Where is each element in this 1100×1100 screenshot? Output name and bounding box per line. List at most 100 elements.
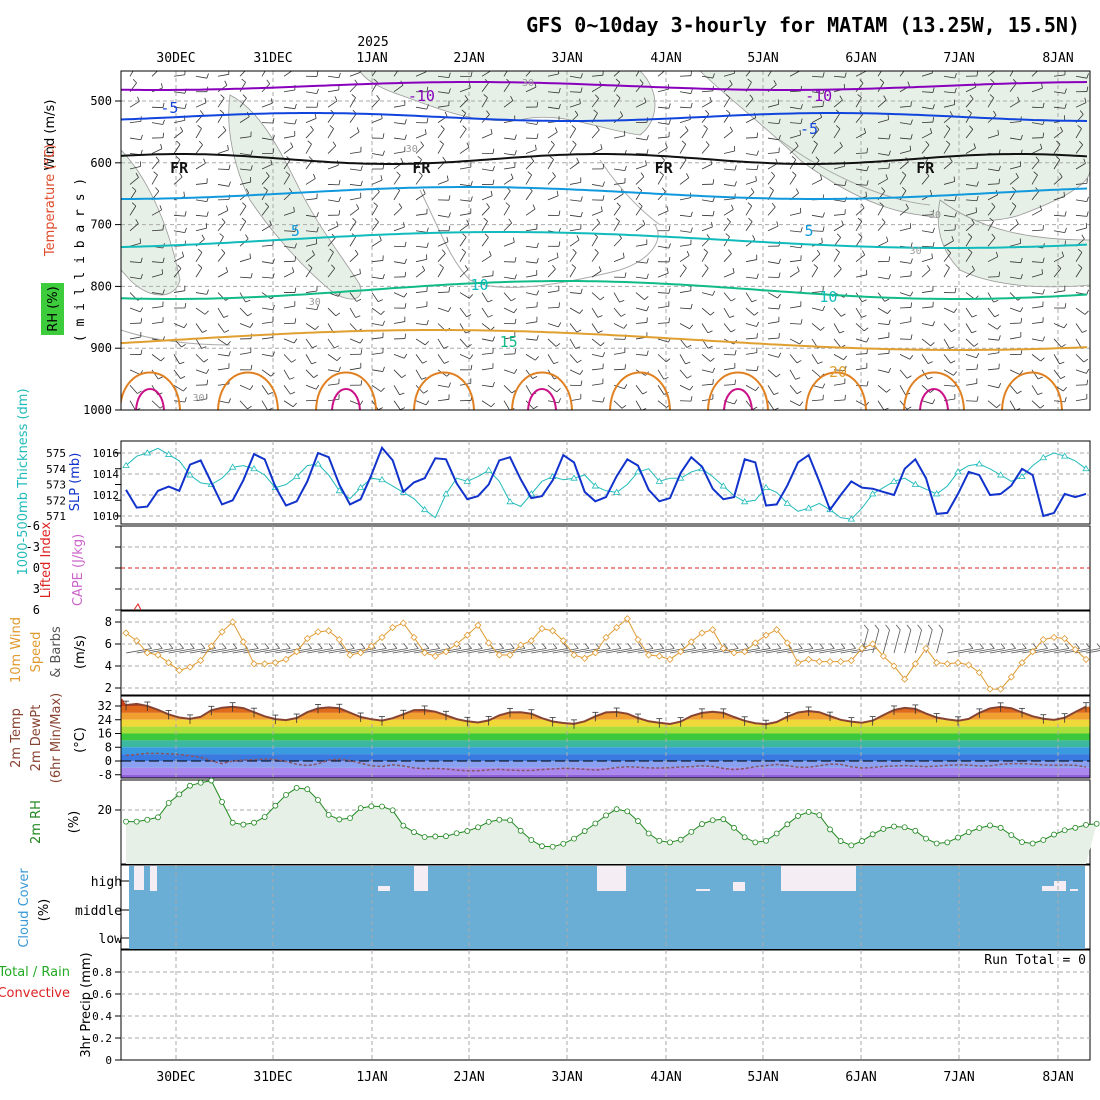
wind-barb	[1009, 121, 1021, 124]
wind-barb	[1053, 354, 1060, 365]
wind-barb	[217, 97, 225, 108]
wind-speed-marker	[570, 651, 578, 659]
wind-barb-flag	[1020, 307, 1024, 312]
wind-barb	[811, 307, 823, 312]
wind-barb-flag	[991, 233, 996, 239]
wind-barb	[811, 267, 819, 278]
rh2m-marker	[485, 818, 492, 825]
wind-barb	[327, 75, 339, 79]
temp-contour-30	[135, 388, 165, 410]
wind-barb	[899, 150, 911, 154]
wind-barb-flag	[424, 340, 429, 346]
wind-barb-flag	[1086, 379, 1088, 385]
wind-speed-marker	[1029, 648, 1037, 656]
wind-barb-flag	[492, 148, 495, 154]
wind-barb	[767, 400, 775, 410]
wind-barb	[459, 269, 469, 278]
wind-barb	[569, 103, 581, 108]
wind-barb	[789, 71, 800, 77]
wind-barb	[877, 71, 882, 77]
wind-barb	[965, 167, 977, 170]
wind-barb-flag	[976, 195, 979, 201]
wind-barb	[437, 180, 449, 185]
rh2m-marker	[667, 839, 673, 846]
rh2m-marker	[763, 837, 769, 844]
wind-barb-flag	[731, 204, 734, 210]
wind-barb	[525, 261, 537, 264]
wind10m-barb-flag	[840, 643, 846, 649]
wind-barb	[613, 292, 620, 303]
lifted-index-tick-label: 3	[33, 582, 40, 596]
wind-barb-flag	[1042, 336, 1045, 342]
wind-barb-flag	[858, 233, 863, 238]
wind-barb-flag	[931, 71, 933, 73]
cloud-axis-label: Cloud Cover	[17, 868, 32, 948]
wind-barb	[965, 129, 974, 139]
wind-barb	[151, 229, 163, 232]
wind-barb-flag	[338, 72, 341, 78]
wind-barb	[525, 208, 536, 216]
wind-barb-flag	[250, 364, 253, 370]
wind-barb-flag	[1064, 88, 1067, 94]
wind10m-barb	[456, 648, 483, 654]
wind-barb	[569, 128, 577, 139]
wind-barb-flag	[932, 209, 934, 215]
wind-barb-flag	[1064, 103, 1067, 109]
wind-barb-flag	[356, 204, 360, 209]
wind-barb	[965, 252, 973, 262]
wind-barb	[811, 354, 819, 364]
wind-barb	[591, 400, 603, 403]
wind-barb-flag	[536, 258, 539, 264]
wind-barb	[349, 71, 361, 77]
wind-barb	[173, 119, 185, 124]
wind10m-barb	[264, 648, 291, 654]
wind-barb-flag	[639, 79, 644, 84]
wind-barb-flag	[863, 327, 869, 332]
wind10m-barb-flag	[1021, 643, 1027, 649]
wind-barb-flag	[199, 110, 204, 115]
rh2m-marker	[795, 813, 801, 819]
wind10m-barb	[765, 648, 792, 654]
bottom-date-label: 31DEC	[253, 1070, 292, 1085]
wind-barb	[965, 307, 973, 318]
wind-barb-flag	[685, 361, 691, 365]
wind-barb-flag	[1064, 303, 1067, 309]
wind-barb	[393, 207, 403, 216]
wind-barb	[305, 307, 317, 311]
wind-barb-flag	[813, 264, 818, 269]
pressure-tick-label: 900	[90, 341, 112, 355]
wind-barb	[547, 144, 555, 154]
wind-barb	[415, 71, 427, 77]
wind-barb-flag	[822, 383, 826, 389]
wind-barb-flag	[998, 165, 1001, 171]
wind-barb-flag	[796, 360, 802, 364]
wind-barb	[613, 257, 625, 263]
wind10m-barb-flag	[1043, 643, 1048, 649]
wind-barb-flag	[469, 83, 471, 89]
wind-barb-flag	[356, 127, 360, 133]
wind-barb-flag	[422, 360, 428, 364]
wind-speed-marker	[986, 685, 994, 693]
wind-barb-flag	[420, 141, 424, 146]
lifted-index-tick-label: 6	[33, 603, 40, 617]
wind-barb-flag	[816, 249, 821, 255]
wind-barb	[811, 399, 823, 402]
wind-barb-flag	[600, 342, 605, 347]
wind-barb-flag	[929, 189, 933, 195]
wind-barb	[437, 307, 449, 312]
rh2m-marker	[325, 811, 332, 818]
wind-barb	[745, 98, 754, 108]
wind-barb-flag	[1042, 257, 1045, 263]
wind-barb-flag	[206, 73, 209, 79]
rh2m-marker	[347, 815, 353, 821]
wind-barb-flag	[426, 320, 429, 326]
wind-barb-flag	[222, 126, 227, 131]
run-total-label: Run Total = 0	[984, 953, 1086, 968]
wind-barb-flag	[861, 315, 867, 318]
rh2m-marker	[251, 819, 257, 826]
wind-barb-flag	[513, 308, 518, 314]
wind-barb	[481, 168, 493, 172]
rh2m-marker	[155, 814, 161, 821]
wind-barb-flag	[973, 143, 976, 149]
wind-barb	[195, 307, 206, 315]
